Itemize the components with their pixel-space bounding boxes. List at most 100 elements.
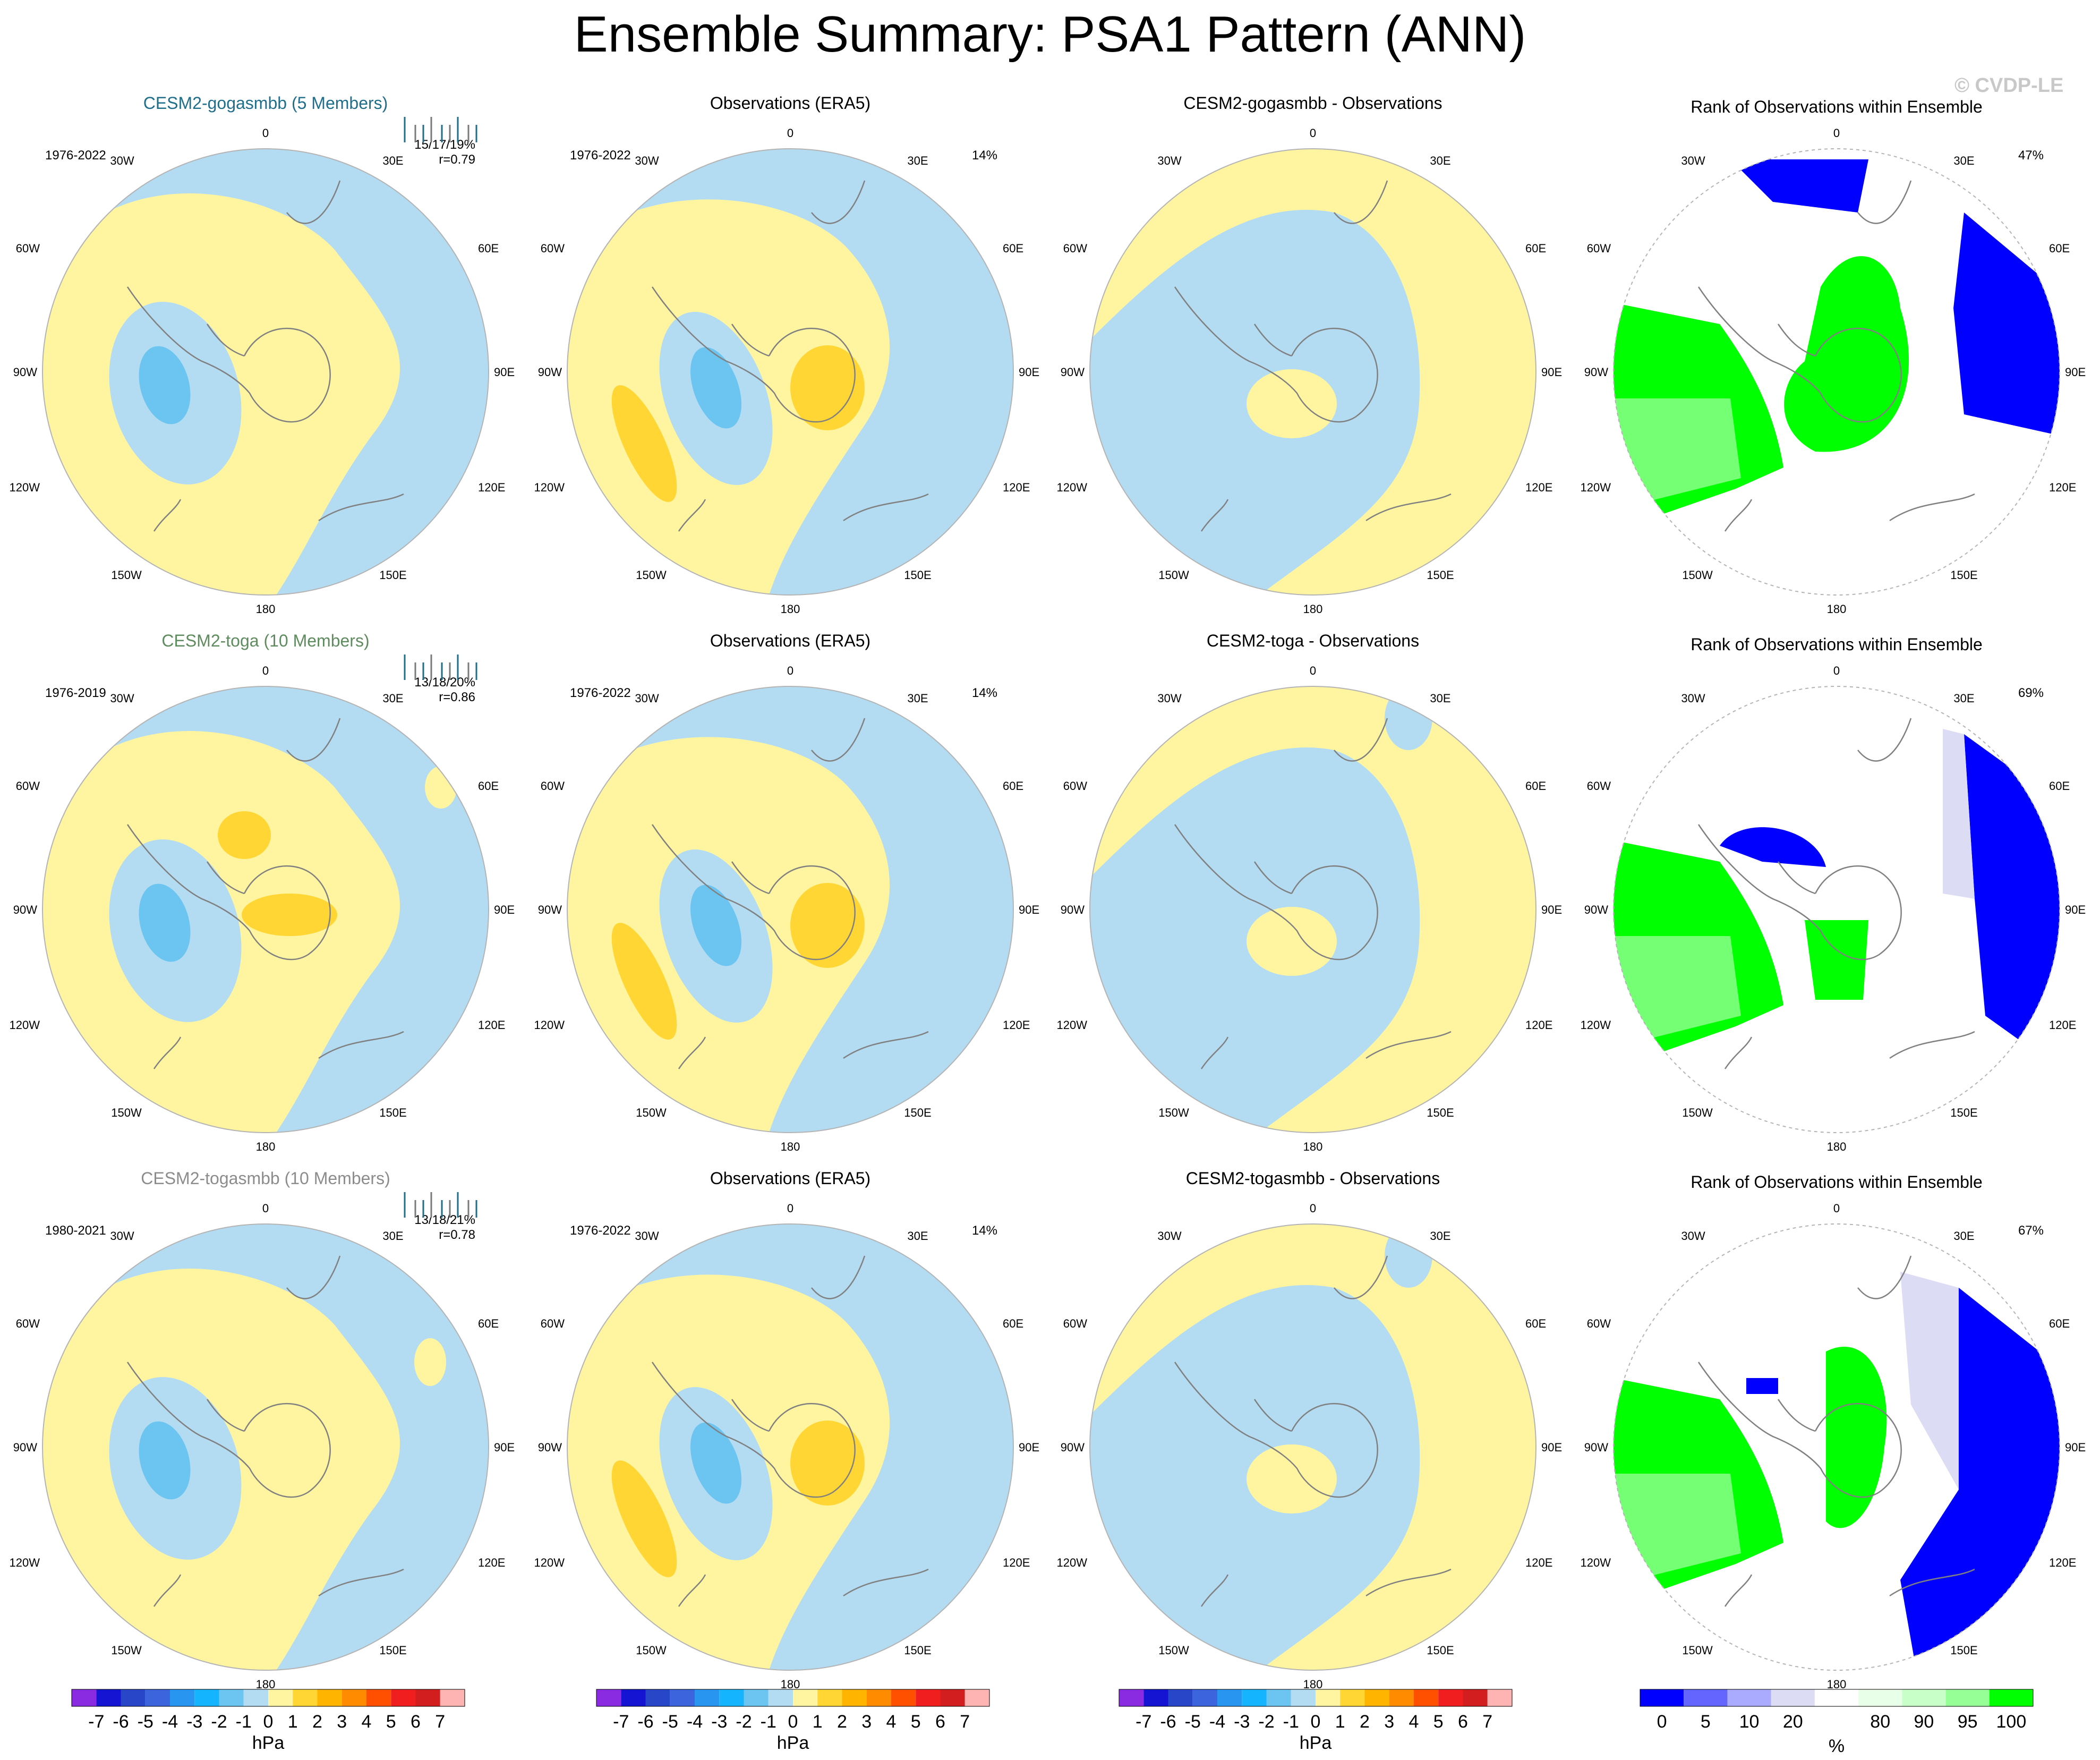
diff-positive-patch: [1247, 907, 1337, 976]
lon-label-left: 90W: [13, 1441, 37, 1454]
colorbar-tick-label: -3: [1234, 1712, 1250, 1732]
lon-label-mid-right-low: 120E: [2049, 481, 2076, 494]
diff-negative-patch: [1385, 1224, 1432, 1288]
lon-label-mid-right-high: 60E: [1525, 779, 1546, 793]
low-anomaly-core: [139, 883, 191, 962]
lon-label-upper-left: 30W: [1157, 1229, 1181, 1243]
lon-label-mid-right-low: 120E: [1003, 1018, 1030, 1032]
coastline: [1200, 1574, 1229, 1607]
high-anomaly-core: [611, 385, 677, 502]
colorbar-swatch: [719, 1689, 744, 1706]
lon-label-mid-right-high: 60E: [1003, 779, 1023, 793]
lon-label-bottom: 180: [1303, 602, 1323, 616]
lon-label-mid-right-high: 60E: [1003, 1317, 1023, 1330]
lon-label-top: 0: [262, 664, 269, 677]
rank-green-region: [1805, 920, 1868, 1000]
colorbar-tick-label: 4: [1409, 1712, 1419, 1732]
lon-label-mid-left-high: 60W: [1063, 242, 1087, 255]
colorbar-swatch: [1684, 1689, 1728, 1706]
colorbar-tick-label: 0: [788, 1712, 798, 1732]
coastline: [286, 718, 341, 762]
colorbar-swatch: [391, 1689, 416, 1706]
lon-label-lower-right: 150E: [904, 568, 931, 582]
panel-border: [567, 686, 1014, 1133]
colorbar-swatch: [1463, 1689, 1488, 1706]
diff-title: CESM2-togasmbb - Observations: [1186, 1169, 1440, 1188]
lon-label-mid-right-high: 60E: [478, 1317, 499, 1330]
hpa-colorbar: -7 -6 -5 -4 -3 -2 -1 0 1 2 3 4 5 6 7 hPa: [71, 1689, 465, 1753]
watermark: © CVDP-LE: [1954, 74, 2064, 97]
diff-field: [1090, 1224, 1536, 1670]
lon-label-upper-right: 30E: [907, 1229, 928, 1243]
lon-label-right: 90E: [1541, 903, 1562, 916]
rank-colorbar: 0 5 10 20 80 90 95 100%: [1640, 1689, 2034, 1756]
rank-title: Rank of Observations within Ensemble: [1691, 97, 1983, 116]
colorbar-unit: hPa: [252, 1733, 285, 1753]
obs-variance: 14%: [972, 686, 997, 700]
lon-label-upper-left: 30W: [635, 692, 659, 705]
colorbar-tick-label: 10: [1739, 1712, 1760, 1732]
lon-label-lower-right: 150E: [1950, 1106, 1977, 1119]
colorbar-tick-label: 7: [435, 1712, 445, 1732]
lon-label-mid-left-low: 120W: [1057, 1556, 1088, 1569]
colorbar-swatch: [1364, 1689, 1389, 1706]
coastline: [811, 180, 866, 224]
lon-label-upper-right: 30E: [1430, 692, 1450, 705]
coastline: [811, 718, 866, 762]
coastline: [1365, 1031, 1452, 1059]
coastline: [651, 1362, 856, 1498]
obs-panel: 0 30W 30E 60W 60E 90W 90E 120W 120E 150W 150E 180 Ob…: [534, 93, 1040, 616]
lon-label-bottom: 180: [1303, 1140, 1323, 1153]
colorbar-tick-label: -3: [186, 1712, 202, 1732]
lon-label-lower-right: 150E: [379, 1106, 406, 1119]
colorbar-swatch: [415, 1689, 440, 1706]
colorbar-swatch: [1192, 1689, 1217, 1706]
colorbar-tick-label: -7: [88, 1712, 104, 1732]
coastline: [153, 1036, 182, 1069]
obs-field: [567, 686, 1013, 1133]
panel-border: [42, 1223, 489, 1671]
hpa-colorbar: -7 -6 -5 -4 -3 -2 -1 0 1 2 3 4 5 6 7 hPa: [1119, 1689, 1513, 1753]
lon-label-upper-left: 30W: [1157, 154, 1181, 167]
lon-label-lower-right: 150E: [1427, 1106, 1454, 1119]
coastline: [678, 499, 706, 532]
colorbar-tick-label: -6: [637, 1712, 653, 1732]
rank-lavender-region: [1943, 729, 1975, 899]
coastline: [1857, 718, 1912, 762]
colorbar-swatch: [342, 1689, 366, 1706]
panel-border: [42, 148, 489, 596]
colorbar-swatch: [1119, 1689, 1144, 1706]
colorbar-swatch: [1989, 1689, 2033, 1706]
lon-label-mid-left-high: 60W: [1587, 779, 1611, 793]
colorbar-tick-label: 5: [1433, 1712, 1444, 1732]
lon-label-upper-left: 30W: [635, 1229, 659, 1243]
high-anomaly-core: [218, 811, 271, 859]
coastline: [1365, 493, 1452, 522]
lon-label-bottom: 180: [256, 1678, 276, 1691]
coastline: [1200, 1036, 1229, 1069]
coastline: [843, 1568, 929, 1597]
rank-lavender-region: [1900, 1272, 1959, 1490]
colorbar-swatch: [1902, 1689, 1946, 1706]
colorbar-tick-label: 7: [960, 1712, 970, 1732]
high-anomaly-core: [790, 883, 865, 968]
lon-label-lower-left: 150W: [1158, 568, 1189, 582]
panel-border: [1613, 148, 2060, 596]
colorbar-swatch: [170, 1689, 195, 1706]
lon-label-mid-right-low: 120E: [1525, 481, 1552, 494]
colorbar-swatch: [1389, 1689, 1414, 1706]
colorbar-frame: [596, 1689, 990, 1707]
obs-variance: 14%: [972, 148, 997, 163]
lon-label-upper-right: 30E: [382, 692, 403, 705]
obs-field: [567, 149, 1013, 595]
lon-label-lower-left: 150W: [111, 568, 142, 582]
colorbar-swatch: [1242, 1689, 1267, 1706]
colorbar-tick-label: -2: [736, 1712, 752, 1732]
coastline: [1365, 1568, 1452, 1597]
diff-title: CESM2-gogasmbb - Observations: [1183, 93, 1442, 113]
coastline: [1724, 1574, 1753, 1607]
colorbar-tick-label: 4: [886, 1712, 897, 1732]
lon-label-mid-right-high: 60E: [1525, 1317, 1546, 1330]
colorbar-swatch: [940, 1689, 965, 1706]
coastline: [1857, 1255, 1912, 1299]
